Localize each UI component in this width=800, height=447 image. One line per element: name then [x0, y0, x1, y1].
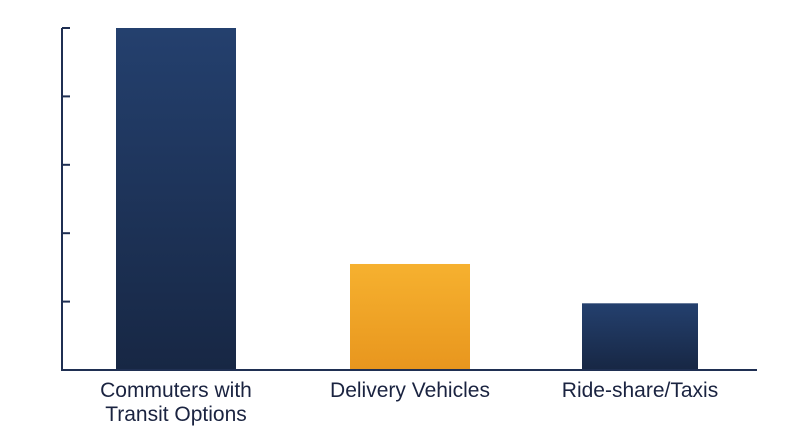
bar-2: [350, 263, 470, 370]
x-tick-label-3: Ride-share/Taxis: [562, 379, 718, 402]
axes-layer: [61, 28, 757, 371]
x-tick-label-1-line-2: Transit Options: [105, 403, 247, 426]
x-tick-label-1-line-1: Commuters with: [100, 379, 252, 402]
x-tick-label-2: Delivery Vehicles: [330, 379, 490, 402]
bars-layer: [116, 28, 698, 370]
bar-3: [582, 303, 698, 370]
y-ticks-layer: [62, 27, 70, 371]
bar-1: [116, 28, 236, 370]
